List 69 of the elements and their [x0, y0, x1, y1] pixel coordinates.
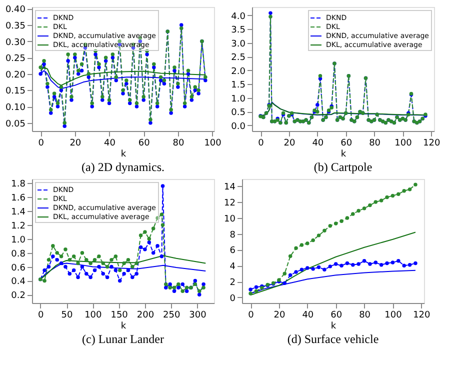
- y-tick-label: 2.0: [231, 66, 246, 77]
- y-tick-label: 0: [230, 294, 236, 304]
- x-tick-label: 150: [110, 310, 128, 320]
- y-tick-label: 1.5: [231, 80, 246, 91]
- y-tick-label: 0.05: [5, 119, 26, 130]
- x-tick-label: 80: [359, 310, 371, 320]
- text: (c) Lunar Lander: [82, 332, 164, 346]
- x-tick-label: 50: [61, 310, 74, 320]
- y-tick-label: 0.4: [11, 277, 26, 288]
- x-axis-title: k: [120, 322, 127, 332]
- text: (d) Surface vehicle: [287, 332, 379, 346]
- y-tick-label: 14: [224, 182, 236, 193]
- y-tick-label: 1.4: [11, 208, 26, 218]
- x-tick-label: 40: [312, 138, 324, 148]
- y-tick-label: 2.5: [231, 53, 246, 64]
- x-tick-label: 80: [369, 138, 381, 148]
- y-tick-label: 1.0: [11, 235, 26, 246]
- y-tick-label: 12: [224, 198, 236, 209]
- y-tick-label: 0.0: [231, 122, 246, 132]
- x-tick-label: 120: [423, 138, 441, 148]
- x-axis-title: k: [330, 322, 337, 332]
- x-tick-label: 20: [284, 138, 296, 148]
- y-tick-label: 1.6: [11, 194, 26, 204]
- y-tick-label: 1.0: [231, 94, 246, 104]
- x-tick-label: 100: [394, 138, 412, 148]
- y-tick-label: 8: [230, 230, 236, 240]
- x-tick-label: 60: [340, 138, 352, 148]
- y-tick-label: 0.5: [231, 108, 246, 118]
- x-tick-label: 0: [38, 310, 44, 320]
- x-tick-label: 0: [248, 310, 254, 320]
- y-tick-label: 1.2: [11, 221, 26, 232]
- y-tick-label: 1.8: [11, 180, 26, 190]
- y-tick-label: 0.2: [11, 291, 26, 302]
- x-tick-label: 100: [384, 310, 402, 320]
- y-tick-label: 3.5: [231, 26, 246, 36]
- y-tick-label: 0.40: [5, 5, 26, 16]
- x-tick-label: 120: [413, 310, 431, 320]
- y-tick-label: 0.35: [5, 21, 26, 32]
- y-tick-label: 6: [230, 246, 236, 256]
- y-tick-label: 0.20: [5, 70, 26, 80]
- y-tick-label: 0.25: [5, 54, 26, 64]
- y-tick-label: 0.10: [5, 103, 26, 114]
- x-axis-title: k: [120, 150, 127, 160]
- x-tick-label: 250: [163, 310, 180, 320]
- x-tick-label: 40: [302, 310, 314, 320]
- x-tick-label: 40: [104, 138, 116, 148]
- y-tick-label: 4: [230, 262, 236, 272]
- y-tick-label: 0.30: [5, 38, 26, 48]
- x-tick-label: 60: [138, 138, 150, 148]
- x-tick-label: 0: [258, 138, 264, 148]
- x-tick-label: 0: [38, 138, 44, 148]
- y-tick-label: 3.0: [231, 39, 246, 50]
- x-tick-label: 20: [70, 138, 82, 148]
- y-tick-label: 2: [230, 278, 236, 288]
- x-tick-label: 100: [84, 310, 102, 320]
- y-tick-label: 4.0: [231, 12, 246, 22]
- y-tick-label: 0.6: [11, 263, 26, 274]
- text: (b) Cartpole: [314, 160, 372, 174]
- x-tick-label: 100: [204, 138, 222, 148]
- x-axis-title: k: [340, 150, 347, 160]
- y-tick-label: 0.15: [5, 86, 26, 97]
- x-tick-label: 200: [136, 310, 154, 320]
- x-tick-label: 20: [274, 310, 286, 320]
- x-tick-label: 300: [189, 310, 207, 320]
- x-tick-label: 60: [330, 310, 342, 320]
- y-tick-label: 10: [224, 214, 236, 224]
- x-tick-label: 80: [172, 138, 184, 148]
- y-tick-label: 0.8: [11, 249, 26, 260]
- text: (a) 2D dynamics.: [82, 160, 164, 174]
